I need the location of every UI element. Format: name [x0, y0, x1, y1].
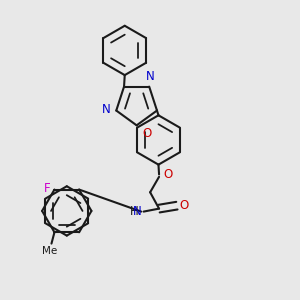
Text: O: O — [142, 127, 152, 140]
Text: F: F — [44, 182, 50, 195]
Text: N: N — [133, 205, 142, 218]
Text: O: O — [164, 168, 173, 181]
Text: H: H — [130, 205, 138, 218]
Text: Me: Me — [42, 246, 58, 256]
Text: N: N — [146, 70, 155, 83]
Text: N: N — [102, 103, 111, 116]
Text: O: O — [179, 199, 188, 212]
